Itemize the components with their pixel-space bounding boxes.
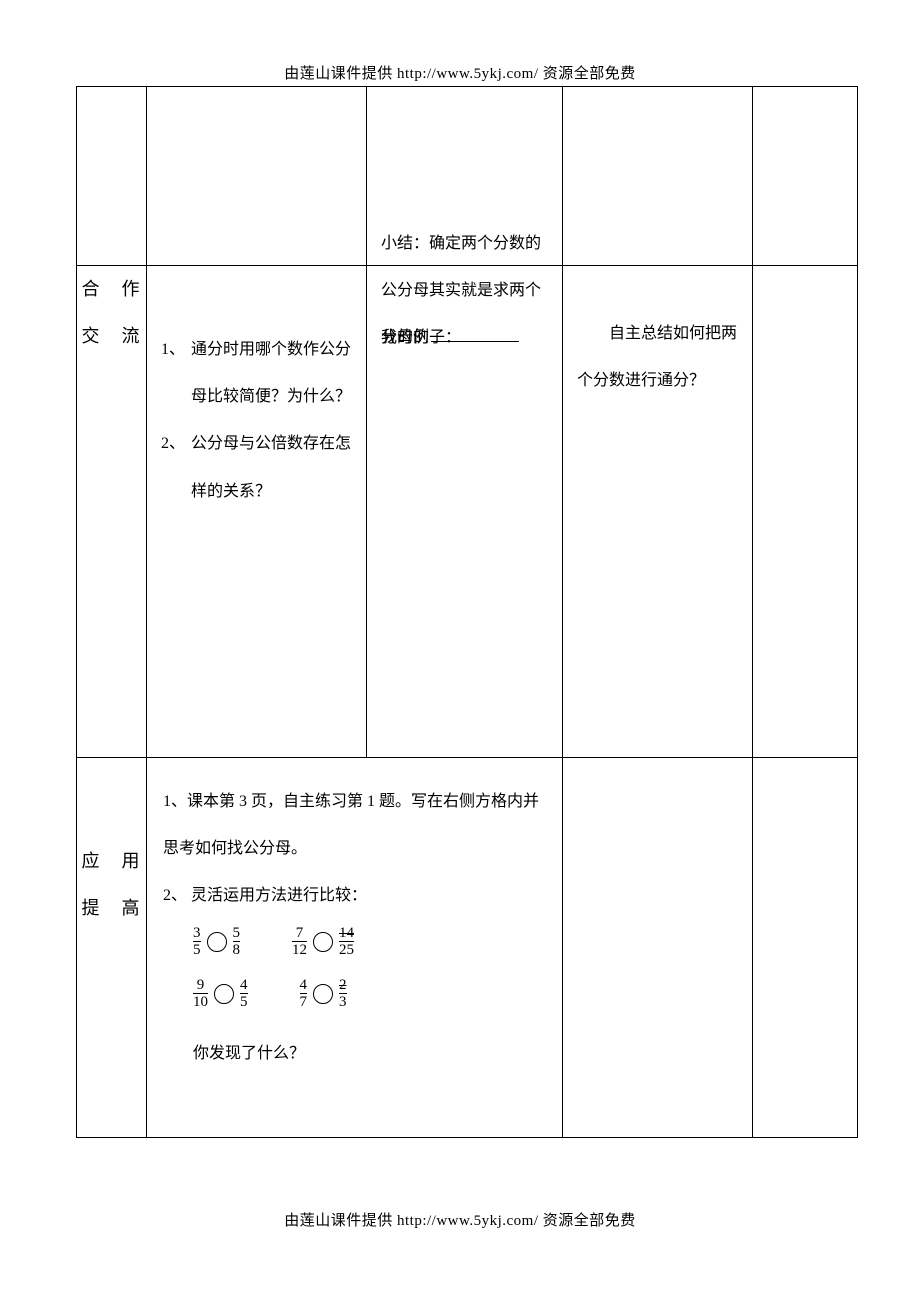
section-label-cooperation: 合 作 交 流	[77, 266, 147, 758]
cell-empty	[753, 758, 858, 1138]
comparison-group: 910 45	[193, 978, 248, 1012]
cell-selfsummary: 自主总结如何把两个分数进行通分？	[563, 266, 753, 758]
fraction: 45	[240, 978, 248, 1012]
cell-example: 我的例子： 小结：确定两个分数的公分母其实就是求两个分母的	[367, 266, 563, 758]
fraction: 1425	[339, 926, 354, 960]
selfsummary-text: 自主总结如何把两个分数进行通分？	[577, 310, 738, 404]
table-row: 应 用 提 高 1、课本第 3 页，自主练习第 1 题。写在右侧方格内并思考如何…	[77, 758, 858, 1138]
fraction: 712	[292, 926, 307, 960]
comparison-row: 35 58 712 1425	[193, 926, 546, 972]
cell-empty	[563, 758, 753, 1138]
lesson-table: 合 作 交 流 1、 通分时用哪个数作公分母比较简便？为什么？ 2、 公分母与公…	[76, 86, 858, 1138]
discover-prompt: 你发现了什么？	[193, 1030, 546, 1077]
comparison-row: 910 45 47 23	[193, 978, 546, 1024]
item-number: 2、	[161, 420, 185, 467]
comparison-group: 712 1425	[292, 926, 354, 960]
compare-circle[interactable]	[207, 932, 227, 952]
item-text: 灵活运用方法进行比较：	[191, 887, 367, 904]
fraction: 58	[233, 926, 241, 960]
cell-questions: 1、 通分时用哪个数作公分母比较简便？为什么？ 2、 公分母与公倍数存在怎样的关…	[147, 266, 367, 758]
label-text: 合 作	[82, 279, 142, 299]
cell-exercises: 1、课本第 3 页，自主练习第 1 题。写在右侧方格内并思考如何找公分母。 2、…	[147, 758, 563, 1138]
fraction: 910	[193, 978, 208, 1012]
table-row: 合 作 交 流 1、 通分时用哪个数作公分母比较简便？为什么？ 2、 公分母与公…	[77, 266, 858, 758]
cell-empty	[147, 87, 367, 266]
comparison-group: 47 23	[300, 978, 347, 1012]
cell-empty	[753, 266, 858, 758]
item-number: 2、	[163, 887, 187, 904]
compare-circle[interactable]	[214, 984, 234, 1004]
compare-circle[interactable]	[313, 932, 333, 952]
page-footer: 由莲山课件提供 http://www.5ykj.com/ 资源全部免费	[0, 1209, 920, 1230]
label-text: 提 高	[82, 898, 142, 918]
fraction: 47	[300, 978, 308, 1012]
item-number: 1、	[161, 326, 185, 373]
exercise-2: 2、 灵活运用方法进行比较：	[163, 872, 546, 919]
item-text: 公分母与公倍数存在怎样的关系？	[191, 435, 351, 499]
fill-blank[interactable]	[431, 326, 519, 342]
fraction: 23	[339, 978, 347, 1012]
fraction: 35	[193, 926, 201, 960]
label-text: 交 流	[82, 326, 142, 346]
section-label-application: 应 用 提 高	[77, 758, 147, 1138]
list-item: 1、 通分时用哪个数作公分母比较简便？为什么？	[191, 326, 352, 420]
exercise-1: 1、课本第 3 页，自主练习第 1 题。写在右侧方格内并思考如何找公分母。	[163, 778, 546, 872]
cell-empty	[563, 87, 753, 266]
label-text: 应 用	[82, 851, 142, 871]
item-text: 通分时用哪个数作公分母比较简便？为什么？	[191, 341, 351, 405]
question-list: 1、 通分时用哪个数作公分母比较简便？为什么？ 2、 公分母与公倍数存在怎样的关…	[161, 326, 352, 515]
compare-circle[interactable]	[313, 984, 333, 1004]
cell-empty	[77, 87, 147, 266]
summary-block: 小结：确定两个分数的公分母其实就是求两个分母的	[381, 220, 548, 362]
page-header: 由莲山课件提供 http://www.5ykj.com/ 资源全部免费	[0, 62, 920, 83]
cell-empty	[753, 87, 858, 266]
comparison-group: 35 58	[193, 926, 240, 960]
list-item: 2、 公分母与公倍数存在怎样的关系？	[191, 420, 352, 514]
